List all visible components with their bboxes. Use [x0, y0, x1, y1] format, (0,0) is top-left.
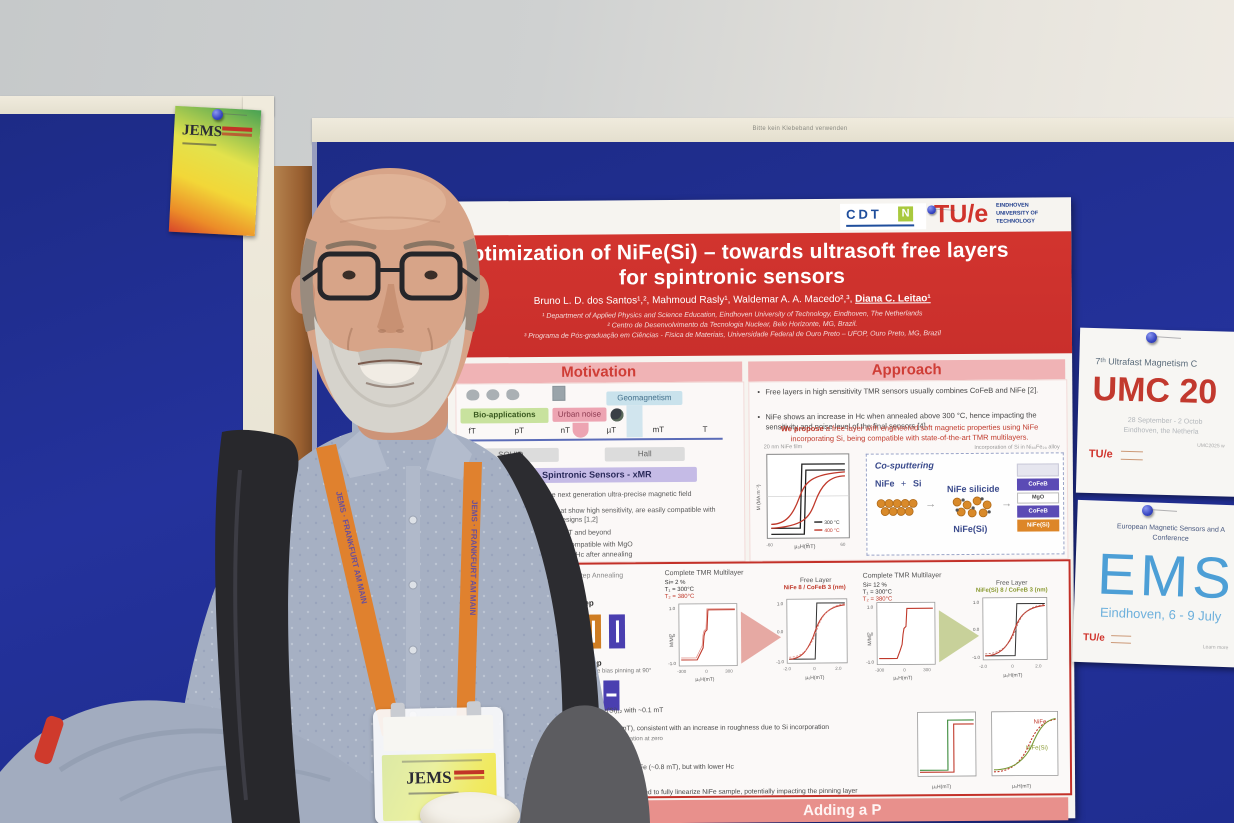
svg-text:1.0: 1.0 [669, 606, 676, 611]
teeth [360, 364, 420, 384]
shoulder-bag [520, 705, 650, 823]
mouth-line [357, 359, 423, 365]
eyebrow-left [325, 240, 377, 250]
svg-text:300: 300 [923, 667, 931, 672]
chart-xlabel: µ₀H(mT) [794, 544, 815, 550]
eye-right [424, 270, 438, 280]
svg-text:1.0: 1.0 [777, 601, 784, 606]
plot-xaxis: µ₀H(mT) [1012, 784, 1031, 790]
plot-yaxis: M/Mₛ [867, 634, 873, 646]
svg-text:-1.0: -1.0 [776, 659, 784, 664]
eyebrow-right [403, 240, 455, 250]
svg-text:0.0: 0.0 [777, 629, 784, 634]
cosputtering-diagram: Co-sputtering NiFe + Si → NiFe silicide [865, 452, 1065, 556]
svg-text:300: 300 [725, 669, 733, 674]
tmr-plot-3: 1.0 0.0 -1.0 -300 0 300 µ₀H(mT) M/Mₛ [866, 601, 936, 681]
svg-text:2.0: 2.0 [835, 666, 842, 671]
hair-side-right [461, 238, 480, 332]
badge-jems-logo: JEMS [406, 767, 452, 788]
svg-text:1.0: 1.0 [973, 600, 980, 605]
svg-text:-300: -300 [875, 668, 885, 673]
hysteresis-chart: 300 °C 400 °C M (MA m⁻¹) µ₀H(mT) -60 0 6… [756, 453, 850, 550]
approach-body: Free layers in high sensitivity TMR sens… [748, 379, 1069, 562]
scientific-poster: CDT N TU/e EINDHOVEN UNIVERSITY OF TECHN… [392, 197, 1076, 823]
svg-text:0: 0 [1011, 664, 1014, 669]
lanyard-text-right: JEMS · FRANKFURT AM MAIN [468, 500, 479, 616]
lanyard-left [316, 444, 402, 736]
pushpin-icon [212, 109, 223, 120]
tmr-plot-4: 1.0 0.0 -1.0 -2.0 0 2.0 µ₀H(mT) [972, 597, 1048, 679]
svg-text:-1.0: -1.0 [866, 660, 874, 665]
svg-text:-2.0: -2.0 [979, 664, 987, 669]
bald-crown [330, 174, 446, 230]
svg-text:-2.0: -2.0 [783, 666, 791, 671]
badge-red-mark2 [454, 776, 485, 780]
svg-text:0: 0 [806, 542, 809, 547]
plot-yaxis: M/Mₛ [669, 635, 675, 647]
lanyard-right [456, 462, 482, 736]
lower-lip-line [365, 382, 415, 388]
svg-text:-1.0: -1.0 [668, 661, 676, 666]
tmr-plot-2: 1.0 0.0 -1.0 -2.0 0 2.0 µ₀H(mT) [776, 598, 848, 681]
svg-text:0.0: 0.0 [973, 627, 980, 632]
plot-xaxis: µ₀H(mT) [695, 677, 714, 682]
badge-red-mark [454, 770, 485, 775]
svg-text:2.0: 2.0 [1035, 663, 1042, 668]
mini-loop-plot-2: NiFe NiFe(Si) µ₀H(mT) [991, 710, 1059, 790]
plot-xaxis: µ₀H(mT) [932, 784, 951, 790]
chart-ylabel: M (MA m⁻¹) [756, 484, 762, 510]
tmr-plot-1: 1.0 0.0 -1.0 -300 0 300 µ₀H(mT) M/Mₛ [668, 603, 738, 682]
main-board-frame-top [312, 118, 1234, 144]
svg-text:0.0: 0.0 [669, 633, 676, 638]
eye-left [342, 270, 356, 280]
plot-xaxis: µ₀H(mT) [805, 675, 824, 681]
svg-text:0: 0 [903, 667, 906, 672]
lanyard-clip-red [34, 715, 64, 765]
svg-text:-300: -300 [677, 669, 687, 674]
nose [377, 284, 404, 333]
mini-nifesi-label: NiFe(Si) [1026, 745, 1048, 751]
mini-loop-plot-1: µ₀H(mT) [917, 711, 977, 790]
svg-text:0: 0 [705, 669, 708, 674]
hair-side-left [300, 238, 319, 332]
coffee-cup [420, 792, 520, 823]
pushpin-icon [1142, 505, 1153, 516]
svg-text:0.0: 0.0 [867, 632, 874, 637]
backpack-strap-left [215, 429, 300, 823]
svg-text:-60: -60 [766, 542, 773, 547]
pushpin-icon [1146, 332, 1157, 343]
mini-nife-label: NiFe [1034, 719, 1047, 725]
legend-400: 400 °C [824, 528, 840, 534]
collar-left [338, 422, 388, 478]
plot-xaxis: µ₀H(mT) [1003, 673, 1022, 679]
glasses [301, 251, 479, 301]
board-note: Bitte kein Klebeband verwenden [752, 126, 848, 132]
nife-atoms-icon [876, 498, 918, 516]
plot-xaxis: µ₀H(mT) [893, 675, 912, 680]
svg-text:0: 0 [813, 666, 816, 671]
svg-text:-1.0: -1.0 [972, 655, 980, 660]
legend-300: 300 °C [824, 520, 840, 526]
svg-text:1.0: 1.0 [867, 605, 874, 610]
results-box: …by 2-step Annealing First Step Second S… [456, 559, 1073, 806]
svg-text:60: 60 [840, 542, 846, 547]
forehead-line [339, 216, 441, 223]
badge-paper-top [382, 714, 494, 752]
silicide-atoms-icon [952, 496, 992, 518]
badge-topline [401, 759, 482, 763]
